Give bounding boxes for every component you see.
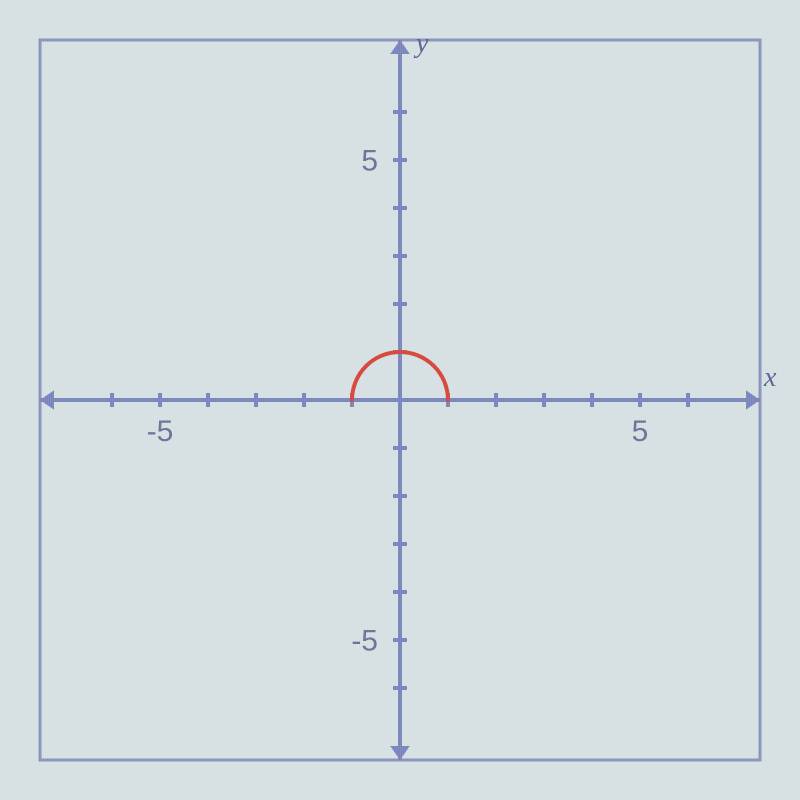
svg-text:-5: -5 — [147, 415, 174, 448]
svg-text:5: 5 — [632, 415, 649, 448]
coordinate-plane-chart: -5 5 -5 5 x y — [0, 0, 800, 800]
svg-text:y: y — [413, 28, 429, 59]
svg-text:5: 5 — [361, 145, 378, 178]
svg-text:x: x — [763, 362, 777, 393]
svg-text:-5: -5 — [351, 625, 378, 658]
chart-svg: -5 5 -5 5 x y — [0, 0, 800, 800]
